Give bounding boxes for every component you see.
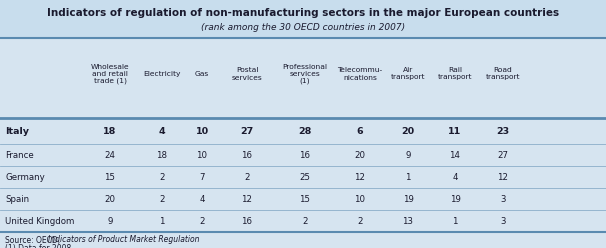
Text: 1: 1 bbox=[405, 173, 411, 182]
Text: Indicators of Product Market Regulation: Indicators of Product Market Regulation bbox=[48, 236, 199, 245]
Text: Rail
transport: Rail transport bbox=[438, 67, 472, 81]
Text: 3: 3 bbox=[500, 194, 506, 204]
Text: 4: 4 bbox=[199, 194, 205, 204]
Text: 2: 2 bbox=[159, 194, 165, 204]
Text: 18: 18 bbox=[103, 126, 117, 135]
Text: 19: 19 bbox=[402, 194, 413, 204]
Bar bbox=[0, 0, 606, 38]
Text: 2: 2 bbox=[159, 173, 165, 182]
Text: 9: 9 bbox=[405, 151, 411, 159]
Text: 12: 12 bbox=[498, 173, 508, 182]
Text: 24: 24 bbox=[104, 151, 116, 159]
Text: 10: 10 bbox=[196, 151, 207, 159]
Text: 18: 18 bbox=[156, 151, 167, 159]
Text: 19: 19 bbox=[450, 194, 461, 204]
Text: Air
transport: Air transport bbox=[391, 67, 425, 81]
Text: Wholesale
and retail
trade (1): Wholesale and retail trade (1) bbox=[91, 64, 129, 84]
Text: 25: 25 bbox=[299, 173, 310, 182]
Text: Source: OECD,: Source: OECD, bbox=[5, 236, 62, 245]
Text: 10: 10 bbox=[196, 126, 208, 135]
Text: 1: 1 bbox=[159, 217, 165, 225]
Text: 14: 14 bbox=[450, 151, 461, 159]
Text: Postal
services: Postal services bbox=[231, 67, 262, 81]
Text: .: . bbox=[167, 236, 169, 245]
Text: (1) Data for 2008.: (1) Data for 2008. bbox=[5, 245, 73, 248]
Text: Telecommu-
nications: Telecommu- nications bbox=[338, 67, 382, 81]
Text: Electricity: Electricity bbox=[143, 71, 181, 77]
Text: Italy: Italy bbox=[5, 126, 29, 135]
Text: 20: 20 bbox=[355, 151, 365, 159]
Text: France: France bbox=[5, 151, 34, 159]
Text: 4: 4 bbox=[159, 126, 165, 135]
Text: 20: 20 bbox=[401, 126, 415, 135]
Text: 15: 15 bbox=[104, 173, 116, 182]
Text: 2: 2 bbox=[199, 217, 205, 225]
Text: Professional
services
(1): Professional services (1) bbox=[282, 64, 327, 84]
Text: 12: 12 bbox=[242, 194, 253, 204]
Text: Indicators of regulation of non-manufacturing sectors in the major European coun: Indicators of regulation of non-manufact… bbox=[47, 8, 559, 18]
Text: 12: 12 bbox=[355, 173, 365, 182]
Text: 3: 3 bbox=[500, 217, 506, 225]
Text: 20: 20 bbox=[104, 194, 116, 204]
Text: Gas: Gas bbox=[195, 71, 209, 77]
Text: 16: 16 bbox=[242, 151, 253, 159]
Text: Spain: Spain bbox=[5, 194, 29, 204]
Text: (rank among the 30 OECD countries in 2007): (rank among the 30 OECD countries in 200… bbox=[201, 24, 405, 32]
Text: 27: 27 bbox=[498, 151, 508, 159]
Text: 28: 28 bbox=[298, 126, 311, 135]
Text: 16: 16 bbox=[242, 217, 253, 225]
Text: 11: 11 bbox=[448, 126, 462, 135]
Text: 10: 10 bbox=[355, 194, 365, 204]
Text: 13: 13 bbox=[402, 217, 413, 225]
Text: 1: 1 bbox=[452, 217, 458, 225]
Text: 2: 2 bbox=[302, 217, 308, 225]
Text: 7: 7 bbox=[199, 173, 205, 182]
Text: 16: 16 bbox=[299, 151, 310, 159]
Text: 2: 2 bbox=[358, 217, 363, 225]
Text: Road
transport: Road transport bbox=[486, 67, 520, 81]
Text: 27: 27 bbox=[241, 126, 254, 135]
Text: 9: 9 bbox=[107, 217, 113, 225]
Text: Germany: Germany bbox=[5, 173, 45, 182]
Text: 4: 4 bbox=[452, 173, 458, 182]
Text: 2: 2 bbox=[244, 173, 250, 182]
Text: 15: 15 bbox=[299, 194, 310, 204]
Text: United Kingdom: United Kingdom bbox=[5, 217, 75, 225]
Text: 23: 23 bbox=[496, 126, 510, 135]
Text: 6: 6 bbox=[357, 126, 364, 135]
